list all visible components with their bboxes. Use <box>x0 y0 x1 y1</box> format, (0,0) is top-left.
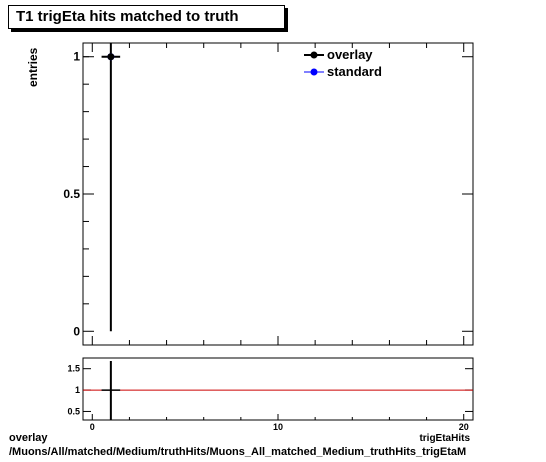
y-tick-label: 1 <box>73 50 80 64</box>
ratio-data-marks <box>83 361 473 420</box>
footer-line-1: overlay <box>9 432 48 444</box>
legend-overlay-label: overlay <box>327 47 373 62</box>
ratio-axis-ticks: 0.5 1 1.5 0 10 20 <box>67 364 473 432</box>
x-axis-label: trigEtaHits <box>419 433 470 444</box>
legend-standard-label: standard <box>327 64 382 79</box>
legend-standard-marker <box>310 68 318 76</box>
legend-overlay-marker <box>310 51 318 59</box>
overlay-point <box>107 53 115 61</box>
main-axis-ticks: 00.51 <box>63 43 473 345</box>
footer-line-2: /Muons/All/matched/Medium/truthHits/Muon… <box>9 446 467 458</box>
ratio-y-tick-label: 1 <box>75 385 80 395</box>
chart-title: T1 trigEta hits matched to truth <box>16 8 239 25</box>
x-tick-label: 20 <box>459 422 469 432</box>
ratio-y-tick-label: 0.5 <box>67 406 80 416</box>
ratio-plot-frame <box>82 357 474 421</box>
main-plot-frame <box>82 42 474 346</box>
legend: overlay standard <box>304 47 382 79</box>
y-tick-label: 0 <box>73 324 80 338</box>
x-tick-label: 10 <box>273 422 283 432</box>
title-box: T1 trigEta hits matched to truth <box>8 5 285 29</box>
ratio-y-tick-label: 1.5 <box>67 364 80 374</box>
y-axis-label: entries <box>26 47 40 87</box>
y-tick-label: 0.5 <box>63 187 80 201</box>
x-tick-label: 0 <box>90 422 95 432</box>
main-data-marks <box>101 43 121 332</box>
